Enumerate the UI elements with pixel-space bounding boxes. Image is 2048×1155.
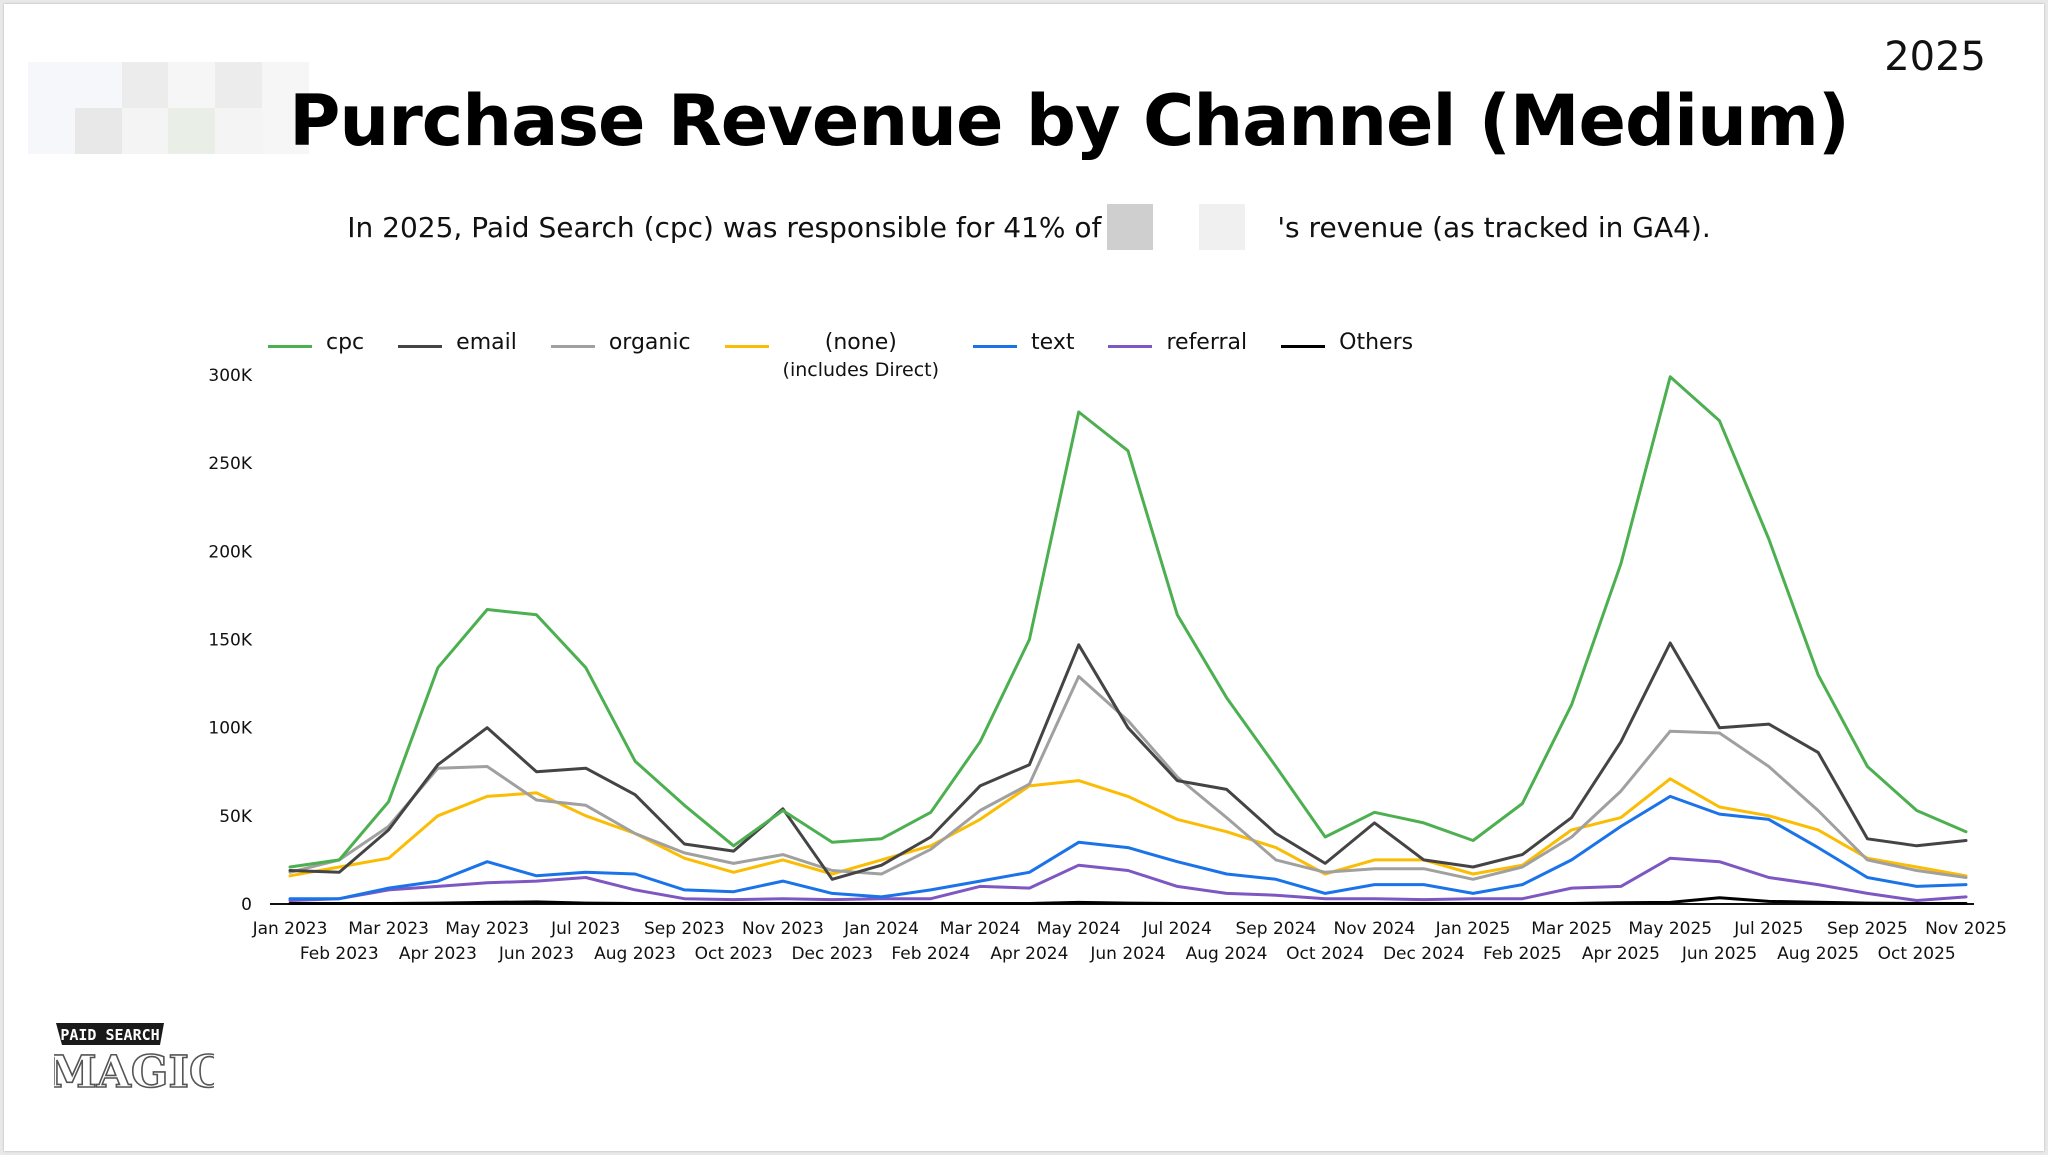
series-line-cpc — [288, 375, 1968, 869]
legend-label: email — [456, 330, 517, 355]
legend-text: (none) (includes Direct) — [783, 330, 940, 381]
legend-text: cpc — [326, 330, 364, 355]
legend-item-none[interactable]: (none) (includes Direct) — [724, 330, 940, 381]
subtitle-text-start: In 2025, Paid Search (cpc) was responsib… — [347, 210, 1102, 244]
x-tick-label: Jul 2024 — [1142, 919, 1212, 939]
legend-label: referral — [1166, 330, 1248, 355]
legend-swatch — [724, 345, 769, 348]
x-tick-label: Jul 2025 — [1733, 919, 1803, 939]
series-line-text — [288, 794, 1968, 901]
legend-item-email[interactable]: email — [398, 330, 517, 355]
legend-swatch — [398, 345, 443, 348]
y-tick-label: 100K — [208, 719, 252, 739]
series-line-none — [288, 777, 1968, 878]
legend-item-others[interactable]: Others — [1281, 330, 1413, 355]
legend-text: text — [1031, 330, 1074, 355]
x-tick-label: Apr 2023 — [399, 944, 477, 964]
y-tick-label: 150K — [208, 631, 252, 651]
redacted-name-block — [1199, 204, 1246, 250]
legend-text: referral — [1166, 330, 1247, 355]
x-tick-label: Sep 2024 — [1236, 919, 1317, 939]
legend-label: organic — [608, 330, 691, 355]
x-tick-label: Oct 2024 — [1286, 944, 1364, 964]
x-tick-label: Sep 2023 — [644, 919, 725, 939]
x-tick-label: Jan 2023 — [252, 919, 328, 939]
x-tick-label: May 2024 — [1037, 919, 1121, 939]
series-line-referral — [288, 856, 1968, 902]
x-tick-label: Jun 2025 — [1681, 944, 1757, 964]
x-tick-label: Aug 2025 — [1777, 944, 1859, 964]
x-tick-label: Nov 2024 — [1334, 919, 1416, 939]
svg-text:MAGIC: MAGIC — [54, 1047, 214, 1098]
legend-text: Others — [1339, 330, 1413, 355]
y-tick-label: 0 — [241, 895, 252, 915]
legend-swatch — [1281, 345, 1326, 348]
legend-label: (none) — [824, 330, 897, 355]
x-tick-label: Aug 2024 — [1186, 944, 1268, 964]
legend-item-referral[interactable]: referral — [1108, 330, 1247, 355]
x-tick-label: Dec 2024 — [1383, 944, 1465, 964]
svg-text:PAID SEARCH: PAID SEARCH — [60, 1026, 159, 1044]
series-line-organic — [288, 675, 1968, 881]
y-tick-label: 250K — [208, 454, 252, 474]
legend-label: text — [1031, 330, 1075, 355]
legend-text: email — [456, 330, 517, 355]
y-tick-label: 50K — [219, 807, 253, 827]
x-tick-label: Aug 2023 — [594, 944, 676, 964]
x-tick-label: Jan 2025 — [1435, 919, 1511, 939]
chart-title: Purchase Revenue by Channel (Medium) — [289, 80, 1850, 162]
y-tick-label: 200K — [208, 542, 252, 562]
x-tick-label: Dec 2023 — [791, 944, 873, 964]
legend-note: (includes Direct) — [782, 359, 940, 381]
x-tick-label: Apr 2024 — [990, 944, 1068, 964]
legend-item-cpc[interactable]: cpc — [268, 330, 364, 355]
y-tick-label: 300K — [208, 366, 252, 386]
series-line-others — [288, 896, 1968, 905]
company-logo-redacted — [28, 62, 309, 154]
legend-item-text[interactable]: text — [973, 330, 1074, 355]
x-tick-label: Oct 2023 — [695, 944, 773, 964]
x-tick-label: May 2025 — [1628, 919, 1712, 939]
chart-subtitle: In 2025, Paid Search (cpc) was responsib… — [4, 204, 2044, 250]
x-tick-label: Mar 2025 — [1531, 919, 1612, 939]
x-tick-label: Jul 2023 — [550, 919, 620, 939]
x-tick-label: Oct 2025 — [1878, 944, 1956, 964]
legend-swatch — [1108, 345, 1153, 348]
x-tick-label: Nov 2025 — [1925, 919, 2007, 939]
legend-text: organic — [609, 330, 691, 355]
x-tick-label: Sep 2025 — [1827, 919, 1908, 939]
legend-swatch — [973, 345, 1018, 348]
legend-swatch — [268, 345, 312, 348]
x-tick-label: Jan 2024 — [843, 919, 919, 939]
legend-label: Others — [1339, 330, 1414, 355]
x-tick-label: Mar 2024 — [940, 919, 1021, 939]
x-tick-label: Nov 2023 — [742, 919, 824, 939]
x-tick-label: Apr 2025 — [1582, 944, 1660, 964]
x-tick-label: Feb 2023 — [300, 944, 379, 964]
paid-search-magic-logo: PAID SEARCH MAGIC — [54, 1023, 214, 1099]
subtitle-text-end: 's revenue (as tracked in GA4). — [1277, 210, 1711, 244]
series-line-email — [288, 641, 1968, 881]
slide: 2025 Purchase Revenue by Channel (Medium… — [4, 4, 2044, 1151]
legend-item-organic[interactable]: organic — [550, 330, 691, 355]
redacted-name-block — [1107, 204, 1154, 250]
x-tick-label: May 2023 — [445, 919, 529, 939]
x-tick-label: Feb 2024 — [891, 944, 970, 964]
year-label: 2025 — [1884, 34, 1986, 80]
x-tick-label: Mar 2023 — [348, 919, 429, 939]
x-tick-label: Feb 2025 — [1483, 944, 1562, 964]
x-tick-label: Jun 2023 — [498, 944, 574, 964]
legend-swatch — [550, 345, 595, 348]
x-tick-label: Jun 2024 — [1089, 944, 1165, 964]
line-chart: 0 50K 100K 150K 200K 250K 300K Jan 2023 Feb 2023… — [208, 366, 2007, 964]
legend-label: cpc — [326, 330, 365, 355]
chart-legend: cpc email organic (none) (includes Direct) te… — [268, 330, 1447, 381]
